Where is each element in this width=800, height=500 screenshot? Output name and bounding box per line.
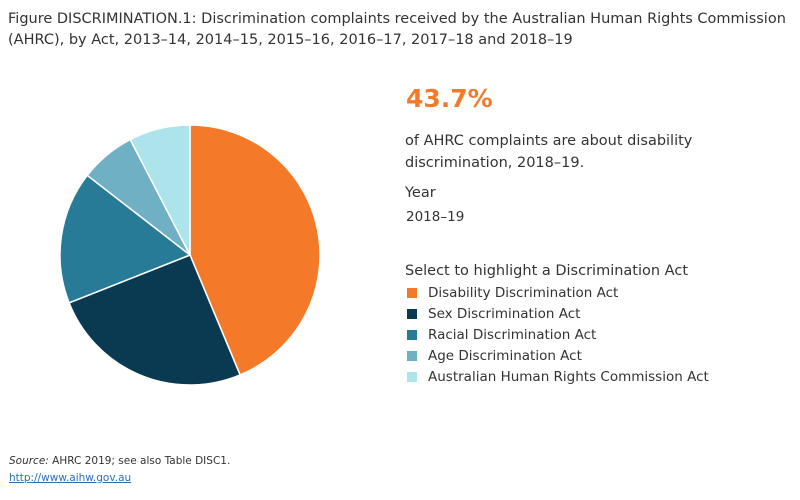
legend-label: Disability Discrimination Act — [428, 284, 619, 301]
legend-title: Select to highlight a Discrimination Act — [405, 263, 689, 279]
pie-slice-sex[interactable] — [68, 254, 242, 386]
legend-label: Age Discrimination Act — [428, 347, 582, 364]
year-filter-value[interactable]: 2018–19 — [406, 209, 465, 225]
pie-slice-ahrc[interactable] — [129, 124, 191, 256]
highlight-description: of AHRC complaints are about disability … — [405, 133, 693, 171]
legend-swatch — [407, 350, 417, 361]
legend-swatch — [407, 329, 417, 340]
source-label: Source: — [9, 455, 49, 467]
pie-slice-racial[interactable] — [59, 174, 192, 304]
legend-label: Australian Human Rights Commission Act — [428, 368, 709, 385]
year-filter-label: Year — [405, 185, 436, 201]
chart-title: Figure DISCRIMINATION.1: Discrimination … — [8, 11, 786, 48]
legend-swatch — [407, 308, 417, 319]
legend-item-disability[interactable]: Disability Discrimination Act — [405, 282, 709, 303]
legend-label: Racial Discrimination Act — [428, 326, 597, 343]
pie-chart[interactable] — [50, 115, 330, 395]
legend-swatch — [407, 287, 417, 298]
legend-item-ahrc[interactable]: Australian Human Rights Commission Act — [405, 366, 709, 387]
legend-swatch — [407, 371, 417, 382]
legend-label: Sex Discrimination Act — [428, 305, 581, 322]
source-note: Source: AHRC 2019; see also Table DISC1. — [9, 455, 230, 467]
highlight-percentage: 43.7% — [406, 84, 493, 113]
pie-slice-disability[interactable] — [189, 124, 321, 376]
legend-item-sex[interactable]: Sex Discrimination Act — [405, 303, 709, 324]
legend: Select to highlight a Discrimination Act… — [405, 263, 709, 387]
legend-item-age[interactable]: Age Discrimination Act — [405, 345, 709, 366]
source-text: AHRC 2019; see also Table DISC1. — [48, 455, 231, 467]
legend-item-racial[interactable]: Racial Discrimination Act — [405, 324, 709, 345]
source-link[interactable]: http://www.aihw.gov.au — [9, 472, 132, 484]
